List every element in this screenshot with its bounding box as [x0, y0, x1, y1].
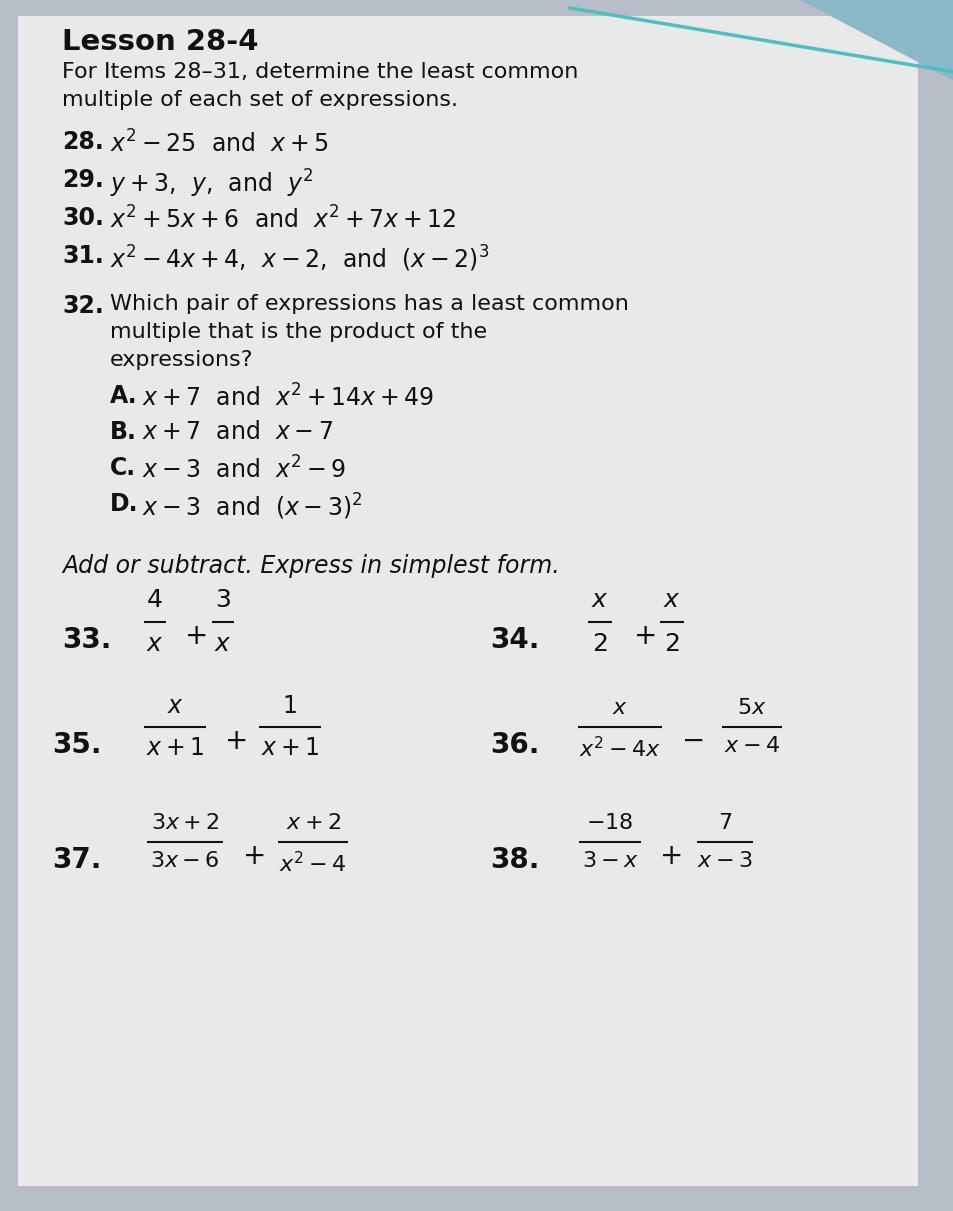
Text: 28.: 28. [62, 130, 104, 154]
Text: $3x-6$: $3x-6$ [151, 851, 219, 871]
Text: multiple of each set of expressions.: multiple of each set of expressions. [62, 90, 457, 110]
Text: B.: B. [110, 420, 136, 444]
Text: $x - 3$  and  $x^2 - 9$: $x - 3$ and $x^2 - 9$ [142, 457, 346, 483]
Text: 29.: 29. [62, 168, 104, 193]
Text: +: + [225, 727, 248, 754]
Text: expressions?: expressions? [110, 350, 253, 371]
Text: 7: 7 [718, 814, 731, 833]
Text: 32.: 32. [62, 294, 104, 318]
Text: Add or subtract. Express in simplest form.: Add or subtract. Express in simplest for… [62, 553, 559, 578]
Text: +: + [659, 842, 682, 869]
Text: 37.: 37. [52, 846, 101, 874]
Text: $x+2$: $x+2$ [285, 814, 340, 833]
Text: $x + 7$  and  $x - 7$: $x + 7$ and $x - 7$ [142, 420, 333, 444]
Text: 2: 2 [592, 632, 607, 656]
Text: D.: D. [110, 492, 138, 516]
Text: A.: A. [110, 384, 137, 408]
Polygon shape [800, 0, 953, 81]
Text: 35.: 35. [52, 731, 101, 759]
Text: +: + [185, 622, 208, 650]
Text: $5x$: $5x$ [737, 699, 766, 718]
Text: $x + 7$  and  $x^2 + 14x + 49$: $x + 7$ and $x^2 + 14x + 49$ [142, 384, 434, 412]
Text: Which pair of expressions has a least common: Which pair of expressions has a least co… [110, 294, 628, 314]
Text: C.: C. [110, 457, 136, 480]
Text: +: + [243, 842, 266, 869]
Text: 34.: 34. [490, 626, 538, 654]
Text: $3x+2$: $3x+2$ [151, 814, 219, 833]
Text: $x$: $x$ [612, 699, 627, 718]
Text: 1: 1 [282, 694, 297, 718]
Text: $x^2-4$: $x^2-4$ [279, 851, 346, 876]
Text: $x-3$: $x-3$ [697, 851, 752, 871]
Text: 31.: 31. [62, 243, 104, 268]
Text: 3: 3 [214, 589, 231, 612]
Text: $x+1$: $x+1$ [260, 736, 319, 761]
Text: $y + 3$,  $y$,  and  $y^2$: $y + 3$, $y$, and $y^2$ [110, 168, 313, 200]
Text: For Items 28–31, determine the least common: For Items 28–31, determine the least com… [62, 62, 578, 82]
Text: $x$: $x$ [214, 632, 232, 656]
Text: $x^2 - 4x + 4$,  $x - 2$,  and  $(x-2)^3$: $x^2 - 4x + 4$, $x - 2$, and $(x-2)^3$ [110, 243, 489, 274]
Text: $x$: $x$ [146, 632, 164, 656]
Text: $x^2-4x$: $x^2-4x$ [578, 736, 660, 761]
Text: 30.: 30. [62, 206, 104, 230]
Text: $x-4$: $x-4$ [723, 736, 780, 756]
FancyBboxPatch shape [18, 16, 917, 1186]
Text: $x$: $x$ [591, 589, 608, 612]
Text: 4: 4 [147, 589, 163, 612]
Text: $x^2 + 5x + 6$  and  $x^2 + 7x + 12$: $x^2 + 5x + 6$ and $x^2 + 7x + 12$ [110, 206, 456, 234]
Text: +: + [634, 622, 657, 650]
Text: $x$: $x$ [167, 694, 183, 718]
Text: $x+1$: $x+1$ [146, 736, 204, 761]
Text: $x - 3$  and  $(x - 3)^2$: $x - 3$ and $(x - 3)^2$ [142, 492, 362, 522]
Text: multiple that is the product of the: multiple that is the product of the [110, 322, 487, 342]
Text: $3-x$: $3-x$ [581, 851, 638, 871]
Text: 2: 2 [663, 632, 679, 656]
Text: Lesson 28-4: Lesson 28-4 [62, 28, 258, 56]
Text: $-18$: $-18$ [586, 814, 633, 833]
Text: 33.: 33. [62, 626, 112, 654]
Text: 38.: 38. [490, 846, 538, 874]
Text: −: − [681, 727, 704, 754]
Text: $x^2 - 25$  and  $x + 5$: $x^2 - 25$ and $x + 5$ [110, 130, 328, 157]
Text: $x$: $x$ [662, 589, 680, 612]
Text: 36.: 36. [490, 731, 538, 759]
